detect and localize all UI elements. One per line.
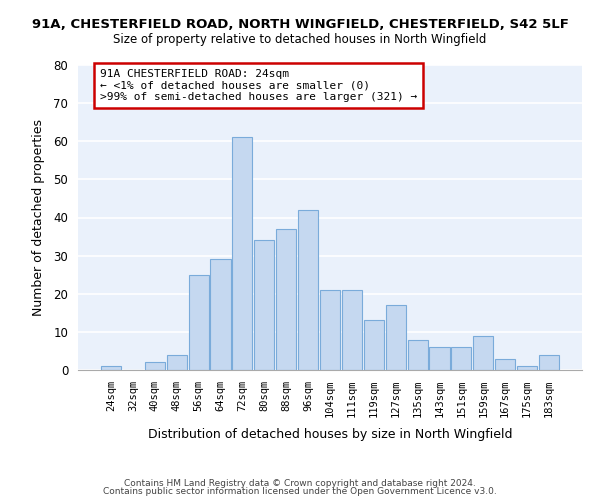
Bar xyxy=(145,362,165,370)
Text: Size of property relative to detached houses in North Wingfield: Size of property relative to detached ho… xyxy=(113,32,487,46)
Bar xyxy=(342,290,362,370)
Text: 91A, CHESTERFIELD ROAD, NORTH WINGFIELD, CHESTERFIELD, S42 5LF: 91A, CHESTERFIELD ROAD, NORTH WINGFIELD,… xyxy=(32,18,568,30)
Text: Contains HM Land Registry data © Crown copyright and database right 2024.: Contains HM Land Registry data © Crown c… xyxy=(124,478,476,488)
Y-axis label: Number of detached properties: Number of detached properties xyxy=(32,119,45,316)
Bar xyxy=(320,290,340,370)
Bar xyxy=(188,274,209,370)
Bar xyxy=(539,355,559,370)
Bar xyxy=(254,240,274,370)
Bar xyxy=(167,355,187,370)
Bar xyxy=(101,366,121,370)
Bar xyxy=(451,347,472,370)
Bar xyxy=(430,347,449,370)
Bar xyxy=(232,138,253,370)
X-axis label: Distribution of detached houses by size in North Wingfield: Distribution of detached houses by size … xyxy=(148,428,512,442)
Bar xyxy=(495,358,515,370)
Bar xyxy=(407,340,428,370)
Bar xyxy=(211,260,230,370)
Bar xyxy=(276,229,296,370)
Bar xyxy=(386,305,406,370)
Bar xyxy=(298,210,318,370)
Text: 91A CHESTERFIELD ROAD: 24sqm
← <1% of detached houses are smaller (0)
>99% of se: 91A CHESTERFIELD ROAD: 24sqm ← <1% of de… xyxy=(100,69,417,102)
Bar xyxy=(473,336,493,370)
Bar xyxy=(364,320,384,370)
Bar xyxy=(517,366,537,370)
Text: Contains public sector information licensed under the Open Government Licence v3: Contains public sector information licen… xyxy=(103,487,497,496)
